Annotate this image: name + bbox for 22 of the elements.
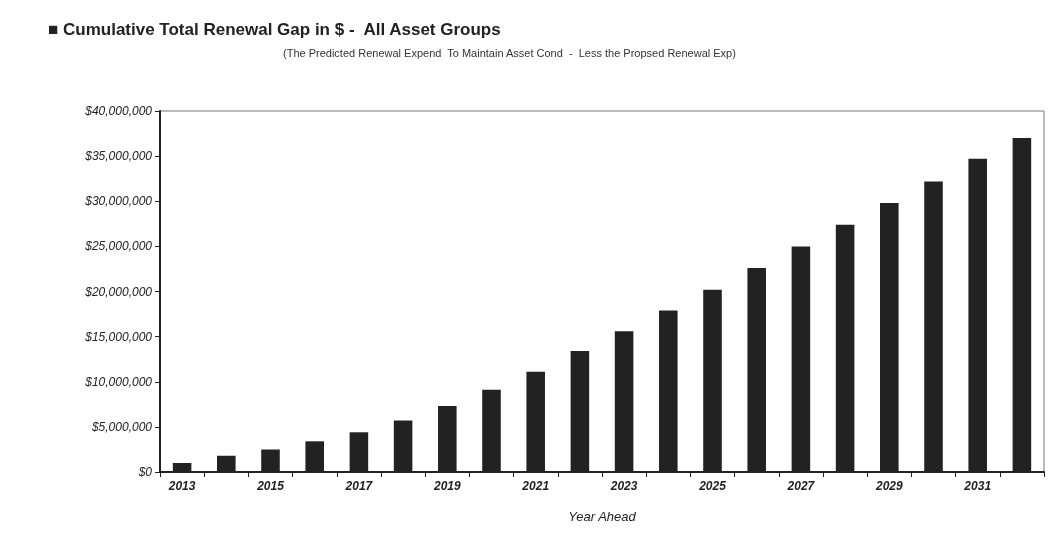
x-tick-label: 2017	[344, 479, 374, 493]
y-tick-label: $5,000,000	[90, 419, 153, 434]
x-tick-label: 2025	[698, 479, 727, 493]
chart-title: ■ Cumulative Total Renewal Gap in $ - All Asset Groups	[48, 20, 501, 39]
y-tick-label: $20,000,000	[84, 284, 153, 299]
x-tick-label: 2021	[521, 479, 550, 493]
x-tick-label: 2023	[609, 479, 638, 493]
x-tick-label: 2019	[432, 479, 461, 493]
y-tick-label: $25,000,000	[84, 239, 153, 254]
chart-subtitle: (The Predicted Renewal Expend To Maintain Asset Cond - Less the Propsed Renewal Exp)	[283, 46, 736, 59]
y-tick-label: $30,000,000	[84, 194, 153, 209]
y-tick-label: $35,000,000	[84, 149, 153, 164]
x-tick-label: 2027	[786, 479, 816, 493]
x-tick-label: 2015	[256, 479, 285, 493]
y-tick-label: $0	[137, 465, 153, 479]
y-tick-label: $15,000,000	[84, 329, 153, 344]
y-tick-label: $40,000,000	[84, 104, 153, 118]
x-tick-label: 2013	[167, 479, 196, 493]
x-tick-label: 2031	[963, 479, 992, 493]
y-tick-label: $10,000,000	[84, 374, 153, 389]
x-axis-title: Year Ahead	[568, 509, 637, 524]
x-tick-label: 2029	[874, 479, 903, 493]
